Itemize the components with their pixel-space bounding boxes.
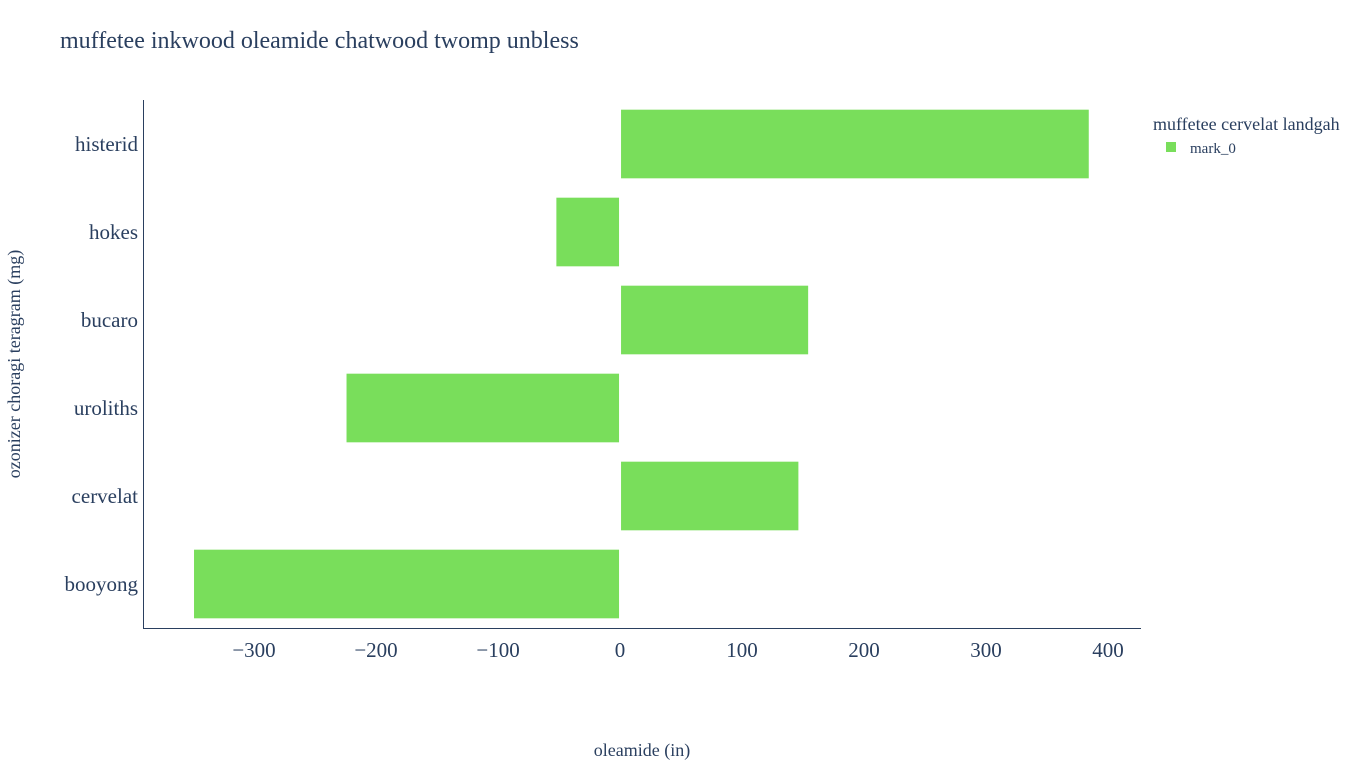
x-axis-title: oleamide (in) bbox=[594, 740, 690, 761]
chart-title: muffetee inkwood oleamide chatwood twomp… bbox=[60, 28, 579, 54]
y-tick-label: hokes bbox=[89, 220, 138, 244]
y-tick-label: histerid bbox=[75, 132, 138, 156]
x-tick-label: −300 bbox=[232, 638, 275, 662]
legend-label-mark-0: mark_0 bbox=[1190, 141, 1236, 157]
y-tick-label: bucaro bbox=[81, 308, 138, 332]
x-tick-label: −200 bbox=[354, 638, 397, 662]
bar-bucaro bbox=[621, 285, 809, 355]
y-tick-label: uroliths bbox=[74, 396, 138, 420]
y-tick-labels: histerid hokes bucaro uroliths cervelat booyo… bbox=[65, 132, 139, 596]
x-tick-labels: −300 −200 −100 0 100 200 300 400 bbox=[232, 638, 1123, 662]
bar-uroliths bbox=[346, 373, 620, 443]
x-tick-label: 200 bbox=[848, 638, 880, 662]
bars-layer bbox=[194, 109, 1089, 619]
y-tick-label: cervelat bbox=[72, 484, 139, 508]
x-tick-label: 400 bbox=[1092, 638, 1124, 662]
y-tick-label: booyong bbox=[65, 572, 139, 596]
bar-hokes bbox=[556, 197, 620, 267]
legend-title: muffetee cervelat landgah bbox=[1153, 114, 1340, 134]
y-axis-title: ozonizer choragi teragram (mg) bbox=[4, 250, 25, 478]
x-tick-label: −100 bbox=[476, 638, 519, 662]
legend-swatch-mark-0 bbox=[1166, 142, 1176, 152]
x-tick-label: 0 bbox=[615, 638, 626, 662]
legend: muffetee cervelat landgah mark_0 bbox=[1153, 114, 1340, 157]
bar-histerid bbox=[621, 109, 1089, 179]
bar-cervelat bbox=[621, 461, 799, 531]
x-tick-label: 300 bbox=[970, 638, 1002, 662]
bar-booyong bbox=[194, 549, 620, 619]
x-tick-label: 100 bbox=[726, 638, 758, 662]
